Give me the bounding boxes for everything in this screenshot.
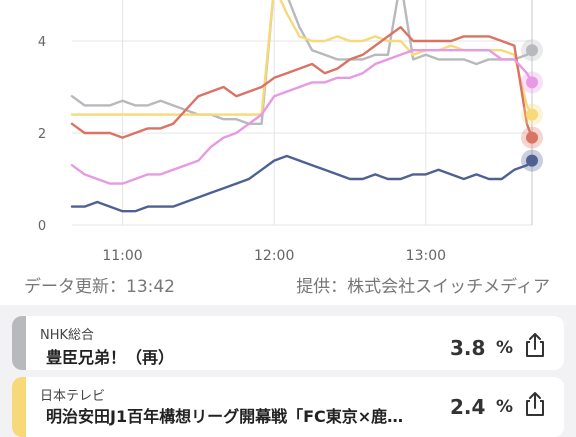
channel-color-bar	[12, 316, 26, 370]
series-line	[70, 0, 534, 126]
channel-name: 日本テレビ	[40, 389, 106, 404]
series-line	[70, 154, 534, 213]
rating-unit: %	[496, 338, 514, 358]
y-tick-label: 4	[38, 35, 46, 50]
chart-area: 0 2 4 11:00 12:00 13:00 データ更新：13:42 提供：株式会社スイ…	[0, 0, 576, 305]
series-end-point	[526, 131, 538, 144]
series-line	[70, 0, 534, 116]
program-title: 豊臣兄弟！（再）	[46, 348, 175, 367]
rating-value: 2.4	[450, 395, 486, 419]
x-tick-label: 13:00	[406, 248, 446, 264]
rating-unit: %	[496, 397, 514, 417]
program-title: 明治安田J1百年構想リーグ開幕戦「FC東京×鹿…	[46, 407, 404, 426]
series-end-point	[526, 108, 538, 121]
y-tick-label: 2	[38, 127, 46, 142]
share-icon[interactable]	[522, 332, 548, 358]
x-tick-label: 11:00	[102, 248, 142, 264]
update-time-text: データ更新：13:42	[24, 277, 175, 297]
rating-line-chart: 0 2 4 11:00 12:00 13:00	[38, 0, 543, 264]
share-icon[interactable]	[522, 391, 548, 417]
series-end-point	[526, 76, 538, 89]
channel-card-ntv[interactable]: 日本テレビ 明治安田J1百年構想リーグ開幕戦「FC東京×鹿… 2.4 %	[12, 377, 564, 437]
series-line	[70, 26, 534, 139]
rating-value: 3.8	[450, 336, 486, 360]
y-tick-label: 0	[38, 219, 46, 234]
series-end-point	[526, 154, 538, 167]
channel-name: NHK総合	[40, 328, 95, 343]
channel-card-nhk[interactable]: NHK総合 豊臣兄弟！（再） 3.8 %	[12, 316, 564, 370]
x-tick-label: 12:00	[254, 248, 294, 264]
provider-text: 提供：株式会社スイッチメディア	[296, 277, 550, 297]
series-end-point	[526, 44, 538, 57]
channel-color-bar	[12, 377, 26, 437]
series-line	[70, 49, 534, 185]
